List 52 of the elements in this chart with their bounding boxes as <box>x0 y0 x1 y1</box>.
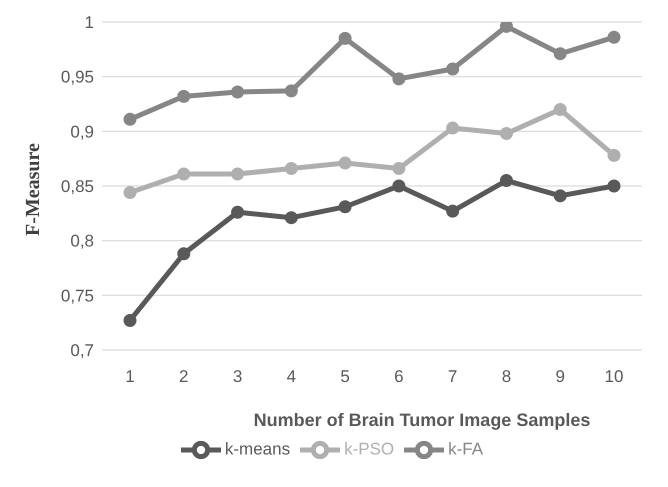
x-tick-label: 10 <box>604 367 624 386</box>
y-axis-title: F-Measure <box>22 142 44 236</box>
point <box>177 167 190 180</box>
x-tick-label: 9 <box>555 367 565 386</box>
x-tick-label: 2 <box>179 367 189 386</box>
legend-label: k-PSO <box>344 439 394 458</box>
y-tick-label: 0,9 <box>70 122 94 142</box>
y-tick-label: 0,7 <box>70 341 94 360</box>
point <box>284 211 298 224</box>
point <box>608 180 620 192</box>
point <box>446 204 460 218</box>
point <box>231 206 244 219</box>
x-tick-label: 4 <box>286 367 296 386</box>
point <box>338 32 352 45</box>
y-tick-label: 0,8 <box>70 232 94 251</box>
point <box>338 200 352 214</box>
x-axis-title: Number of Brain Tumor Image Samples <box>254 410 590 430</box>
point <box>284 162 298 176</box>
point <box>338 156 352 170</box>
y-tick-label: 0,95 <box>60 68 94 87</box>
point <box>500 22 513 33</box>
y-tick-label: 1 <box>84 13 94 32</box>
point <box>608 30 620 44</box>
point <box>392 72 406 86</box>
point <box>392 162 406 176</box>
point <box>392 180 406 192</box>
point <box>446 62 460 76</box>
x-tick-label: 1 <box>125 367 135 386</box>
point <box>446 122 460 135</box>
point <box>124 186 136 200</box>
y-tick-label: 0,75 <box>60 286 94 306</box>
point <box>124 314 136 327</box>
point <box>231 85 244 98</box>
point <box>124 112 136 126</box>
point <box>554 189 567 202</box>
point <box>608 148 620 162</box>
point <box>231 167 244 180</box>
point <box>500 174 513 188</box>
x-tick-label: 5 <box>340 367 350 386</box>
y-tick-label: 0,85 <box>60 177 94 196</box>
legend-label: k-FA <box>448 439 484 458</box>
point <box>177 247 190 260</box>
point <box>554 47 567 60</box>
point <box>554 102 567 116</box>
point <box>284 84 298 98</box>
legend-label: k-means <box>224 439 290 458</box>
x-tick-label: 6 <box>394 367 404 386</box>
x-tick-label: 7 <box>448 367 458 386</box>
point <box>500 127 513 140</box>
point <box>177 90 190 103</box>
x-tick-label: 3 <box>232 367 242 386</box>
x-tick-label: 8 <box>502 367 512 386</box>
